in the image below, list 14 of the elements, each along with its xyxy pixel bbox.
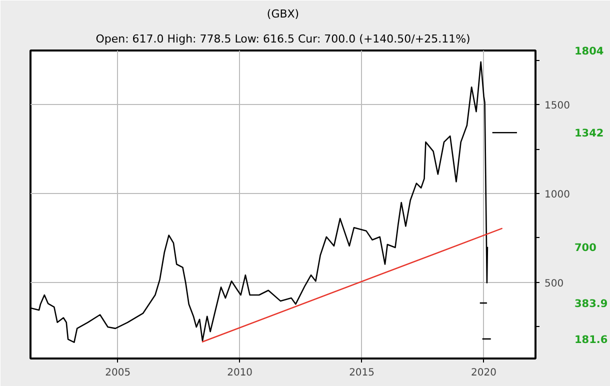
y-tick-label: 1000: [544, 189, 570, 200]
y2-tick-label: 383.9: [574, 298, 608, 310]
y2-tick-label: 181.6: [574, 334, 608, 346]
x-tick-label: 2020: [471, 368, 497, 378]
y-tick-label: 1500: [544, 100, 570, 112]
y-tick-label: 500: [544, 278, 564, 290]
x-tick-label: 2010: [227, 368, 253, 378]
x-tick-label: 2015: [349, 368, 375, 378]
y2-tick-label: 1804: [574, 46, 604, 58]
y2-tick-label: 1342: [574, 128, 604, 140]
y2-tick-label: 700: [574, 242, 596, 254]
chart-subtitle: Open: 617.0 High: 778.5 Low: 616.5 Cur: 700.0 (+140.50/+25.11%): [96, 32, 470, 46]
x-tick-label: 2005: [105, 368, 131, 378]
chart-title: (GBX): [266, 8, 300, 20]
